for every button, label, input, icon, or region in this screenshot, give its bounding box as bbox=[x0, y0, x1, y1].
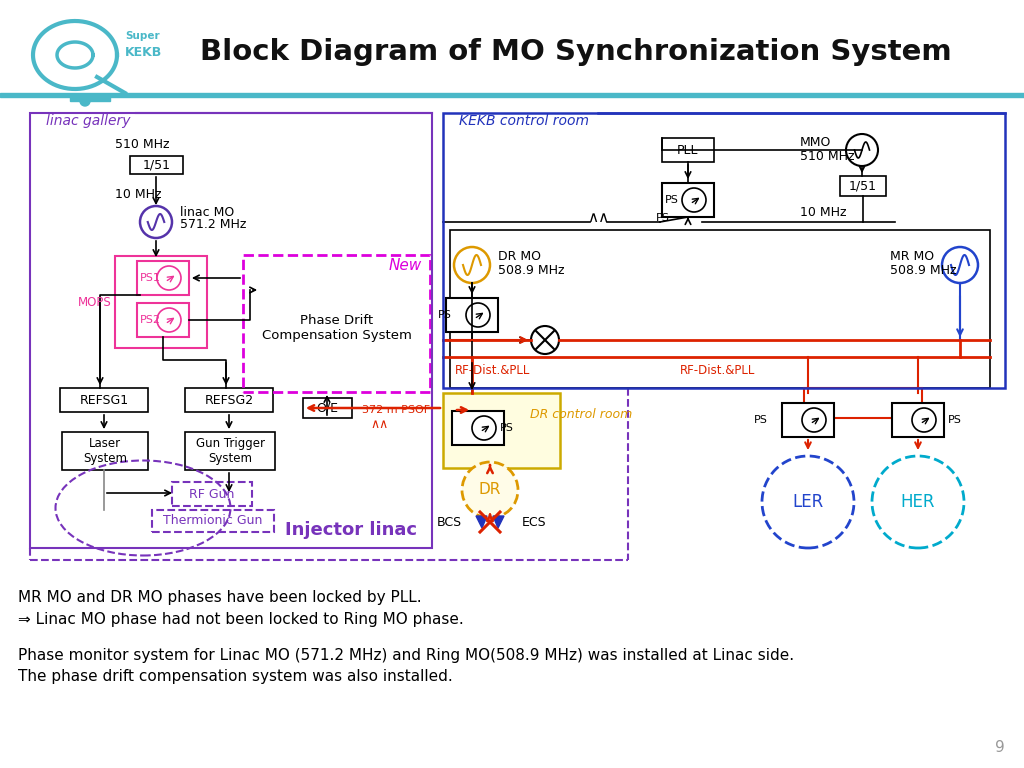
Bar bbox=[782, 403, 834, 437]
Text: Phase monitor system for Linac MO (571.2 MHz) and Ring MO(508.9 MHz) was install: Phase monitor system for Linac MO (571.2… bbox=[18, 648, 795, 663]
Text: Gun Trigger
System: Gun Trigger System bbox=[196, 437, 264, 465]
Text: REFSG2: REFSG2 bbox=[205, 393, 254, 406]
Circle shape bbox=[80, 96, 90, 106]
Text: Laser
System: Laser System bbox=[83, 437, 127, 465]
Bar bbox=[450, 230, 990, 388]
Text: LER: LER bbox=[793, 493, 823, 511]
Text: PS: PS bbox=[438, 310, 452, 320]
Text: Super: Super bbox=[125, 31, 160, 41]
Bar bbox=[152, 510, 274, 532]
Text: DR control room: DR control room bbox=[530, 409, 632, 422]
Circle shape bbox=[140, 206, 172, 238]
Text: MR MO: MR MO bbox=[890, 250, 934, 263]
Bar bbox=[137, 261, 189, 295]
Text: PLL: PLL bbox=[677, 144, 698, 157]
Text: New: New bbox=[389, 257, 422, 273]
Bar bbox=[185, 388, 273, 412]
Text: 508.9 MHz: 508.9 MHz bbox=[890, 264, 956, 277]
Text: 372 m PSOF: 372 m PSOF bbox=[362, 405, 430, 415]
Text: 510 MHz: 510 MHz bbox=[115, 138, 170, 151]
Text: PS: PS bbox=[500, 423, 514, 433]
Bar bbox=[303, 398, 352, 418]
Text: ⇒ Linac MO phase had not been locked to Ring MO phase.: ⇒ Linac MO phase had not been locked to … bbox=[18, 612, 464, 627]
Text: ∧∧: ∧∧ bbox=[587, 210, 609, 226]
Bar bbox=[892, 403, 944, 437]
Text: RF Gun: RF Gun bbox=[189, 488, 234, 501]
Polygon shape bbox=[476, 516, 487, 528]
Bar bbox=[115, 256, 207, 348]
Bar bbox=[60, 388, 148, 412]
Circle shape bbox=[942, 247, 978, 283]
Text: PS: PS bbox=[754, 415, 768, 425]
Bar bbox=[62, 432, 148, 470]
Bar bbox=[446, 298, 498, 332]
Bar bbox=[130, 156, 183, 174]
Bar bbox=[840, 176, 886, 196]
Circle shape bbox=[846, 134, 878, 166]
Text: Injector linac: Injector linac bbox=[285, 521, 417, 539]
Bar bbox=[172, 482, 252, 506]
Bar bbox=[443, 393, 560, 468]
Text: MMO: MMO bbox=[800, 137, 831, 150]
Bar bbox=[662, 138, 714, 162]
Text: The phase drift compensation system was also installed.: The phase drift compensation system was … bbox=[18, 669, 453, 684]
Text: 1/51: 1/51 bbox=[142, 158, 171, 171]
Text: REFSG1: REFSG1 bbox=[80, 393, 129, 406]
Bar bbox=[137, 303, 189, 337]
Bar bbox=[70, 96, 110, 101]
Text: O/E: O/E bbox=[316, 402, 339, 415]
Text: 508.9 MHz: 508.9 MHz bbox=[498, 264, 564, 277]
Bar bbox=[804, 388, 922, 418]
Bar bbox=[443, 113, 1005, 388]
Text: PS2: PS2 bbox=[140, 315, 161, 325]
Text: DR: DR bbox=[479, 482, 501, 498]
Text: 10 MHz: 10 MHz bbox=[800, 207, 847, 220]
Text: 1/51: 1/51 bbox=[849, 180, 877, 193]
Text: KEKB: KEKB bbox=[125, 45, 162, 58]
Bar bbox=[243, 255, 430, 392]
Text: RF-Dist.&PLL: RF-Dist.&PLL bbox=[455, 363, 530, 376]
Bar bbox=[30, 113, 432, 548]
Text: 10 MHz: 10 MHz bbox=[115, 188, 162, 201]
Text: ECS: ECS bbox=[522, 515, 547, 528]
Text: Phase Drift
Compensation System: Phase Drift Compensation System bbox=[261, 315, 412, 343]
Text: Block Diagram of MO Synchronization System: Block Diagram of MO Synchronization Syst… bbox=[200, 38, 951, 66]
Text: HER: HER bbox=[901, 493, 935, 511]
Text: PS: PS bbox=[665, 195, 679, 205]
Text: PS: PS bbox=[948, 415, 962, 425]
Text: 510 MHz: 510 MHz bbox=[800, 151, 854, 164]
Circle shape bbox=[454, 247, 490, 283]
Text: BCS: BCS bbox=[437, 515, 462, 528]
Bar bbox=[185, 432, 275, 470]
Text: PS1: PS1 bbox=[140, 273, 161, 283]
Text: linac MO: linac MO bbox=[180, 206, 234, 219]
Text: ∧∧: ∧∧ bbox=[370, 418, 388, 431]
Polygon shape bbox=[493, 516, 504, 528]
Text: linac gallery: linac gallery bbox=[46, 114, 130, 128]
Text: 571.2 MHz: 571.2 MHz bbox=[180, 219, 247, 231]
Text: 9: 9 bbox=[995, 740, 1005, 755]
Text: DR MO: DR MO bbox=[498, 250, 541, 263]
Text: MOPS: MOPS bbox=[78, 296, 112, 309]
Bar bbox=[452, 411, 504, 445]
Text: PS: PS bbox=[656, 213, 670, 223]
Text: KEKB control room: KEKB control room bbox=[459, 114, 589, 128]
Text: MR MO and DR MO phases have been locked by PLL.: MR MO and DR MO phases have been locked … bbox=[18, 590, 422, 605]
Bar bbox=[662, 183, 714, 217]
Circle shape bbox=[531, 326, 559, 354]
Circle shape bbox=[462, 462, 518, 518]
Text: Thermionic Gun: Thermionic Gun bbox=[163, 515, 263, 528]
Bar bbox=[0, 93, 1024, 97]
Text: RF-Dist.&PLL: RF-Dist.&PLL bbox=[680, 363, 756, 376]
